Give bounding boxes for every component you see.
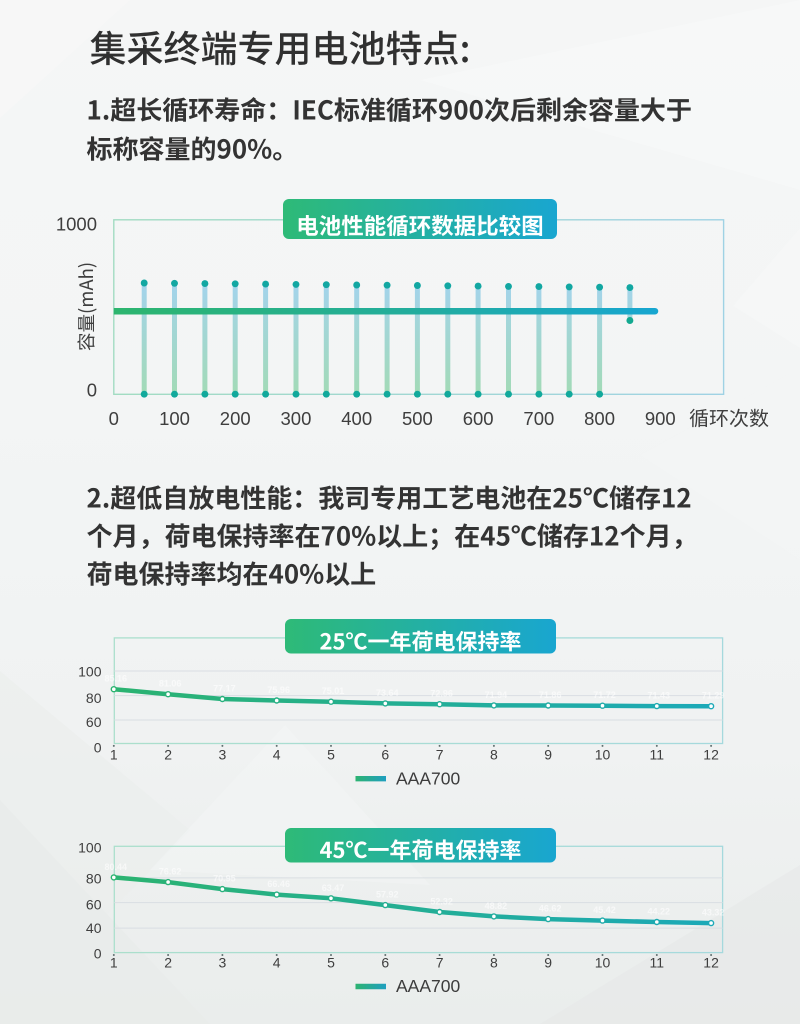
svg-text:5: 5 <box>327 747 335 763</box>
svg-text:0: 0 <box>94 946 102 962</box>
svg-text:3: 3 <box>219 955 227 971</box>
svg-text:70.95: 70.95 <box>213 874 236 884</box>
svg-text:7: 7 <box>436 747 444 763</box>
svg-text:AAA700: AAA700 <box>396 976 460 996</box>
svg-text:1: 1 <box>110 955 118 971</box>
svg-text:0: 0 <box>87 380 97 401</box>
svg-text:8: 8 <box>490 747 498 763</box>
svg-text:60: 60 <box>86 896 102 912</box>
svg-text:80: 80 <box>86 871 102 887</box>
svg-text:73.64: 73.64 <box>376 688 399 698</box>
svg-text:2: 2 <box>164 747 172 763</box>
svg-text:0: 0 <box>109 408 119 429</box>
svg-text:6: 6 <box>381 747 389 763</box>
svg-text:4: 4 <box>273 747 281 763</box>
svg-text:12: 12 <box>703 747 719 763</box>
svg-text:0: 0 <box>94 740 102 756</box>
svg-text:71.94: 71.94 <box>485 690 508 700</box>
svg-text:11: 11 <box>650 747 665 763</box>
svg-text:57.92: 57.92 <box>376 890 399 900</box>
svg-text:1000: 1000 <box>56 214 97 235</box>
svg-text:71.72: 71.72 <box>593 690 616 700</box>
svg-text:AAA700: AAA700 <box>396 769 460 789</box>
svg-text:100: 100 <box>159 408 190 429</box>
svg-text:800: 800 <box>584 408 615 429</box>
svg-text:45.42: 45.42 <box>593 905 616 915</box>
svg-text:500: 500 <box>402 408 433 429</box>
svg-text:3: 3 <box>219 747 227 763</box>
svg-text:6: 6 <box>381 955 389 971</box>
svg-text:72.96: 72.96 <box>430 689 453 699</box>
svg-text:85.16: 85.16 <box>105 674 128 684</box>
svg-text:12: 12 <box>703 955 719 971</box>
svg-text:81.06: 81.06 <box>159 679 182 689</box>
svg-text:600: 600 <box>463 408 494 429</box>
svg-text:100: 100 <box>78 840 102 856</box>
svg-text:7: 7 <box>436 955 444 971</box>
svg-text:4: 4 <box>273 955 281 971</box>
svg-text:9: 9 <box>544 955 552 971</box>
svg-text:2: 2 <box>164 955 172 971</box>
svg-text:63.47: 63.47 <box>322 883 345 893</box>
svg-text:52.32: 52.32 <box>430 897 453 907</box>
svg-text:700: 700 <box>523 408 554 429</box>
svg-text:900: 900 <box>645 408 676 429</box>
svg-text:300: 300 <box>281 408 312 429</box>
svg-text:60: 60 <box>86 714 102 730</box>
svg-text:46.62: 46.62 <box>539 904 562 914</box>
svg-text:77.17: 77.17 <box>213 684 236 694</box>
svg-text:71.43: 71.43 <box>648 691 671 701</box>
svg-text:400: 400 <box>341 408 372 429</box>
svg-text:80.44: 80.44 <box>105 862 128 872</box>
svg-text:80: 80 <box>86 690 102 706</box>
svg-text:48.82: 48.82 <box>485 901 508 911</box>
svg-text:75.96: 75.96 <box>267 685 290 695</box>
svg-text:44.22: 44.22 <box>648 907 671 917</box>
svg-text:76.62: 76.62 <box>159 867 182 877</box>
svg-text:10: 10 <box>595 955 611 971</box>
svg-text:5: 5 <box>327 955 335 971</box>
svg-text:71.29: 71.29 <box>702 691 725 701</box>
svg-text:71.86: 71.86 <box>539 690 562 700</box>
svg-text:9: 9 <box>544 747 552 763</box>
svg-text:66.46: 66.46 <box>267 879 290 889</box>
svg-text:10: 10 <box>595 747 611 763</box>
svg-text:1: 1 <box>110 747 118 763</box>
svg-text:40: 40 <box>86 920 102 936</box>
svg-text:100: 100 <box>78 664 102 680</box>
svg-text:43.32: 43.32 <box>702 908 725 918</box>
svg-text:200: 200 <box>220 408 251 429</box>
svg-text:11: 11 <box>650 955 665 971</box>
svg-text:8: 8 <box>490 955 498 971</box>
svg-text:75.01: 75.01 <box>322 686 345 696</box>
